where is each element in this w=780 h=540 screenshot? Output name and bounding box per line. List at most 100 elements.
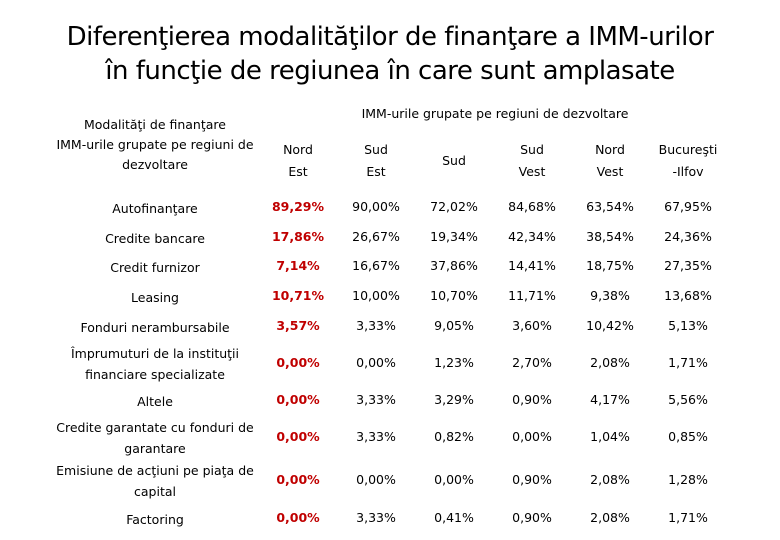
table-cell: 26,67% <box>352 229 400 244</box>
row-label-line: capital <box>134 484 176 499</box>
row-label: Leasing <box>44 287 266 308</box>
table-cell: 3,33% <box>356 429 396 444</box>
row-label: Împrumuturi de la instituţii financiare s… <box>44 343 266 385</box>
table-cell: 24,36% <box>664 229 712 244</box>
table-cell: 0,00% <box>356 472 396 487</box>
table-cell: 4,17% <box>590 392 630 407</box>
table-cell: 1,28% <box>668 472 708 487</box>
row-label-line: garantare <box>124 441 186 456</box>
row-label-line: Autofinanţare <box>112 200 198 216</box>
row-label: Emisiune de acţiuni pe piaţa de capital <box>44 460 266 502</box>
row-label: Credite garantate cu fonduri de garantare <box>44 417 266 459</box>
table-cell: 0,82% <box>434 429 474 444</box>
table-cell: 90,00% <box>352 199 400 214</box>
table-cell: 11,71% <box>508 288 556 303</box>
row-label: Factoring <box>44 509 266 530</box>
column-header-line: Bucureşti <box>658 142 718 157</box>
page-title: Diferenţierea modalităţilor de finanţare… <box>0 20 780 88</box>
region-group-header: IMM-urile grupate pe regiuni de dezvolta… <box>361 106 629 121</box>
table-cell: 1,23% <box>434 355 474 370</box>
table-cell: 1,71% <box>668 355 708 370</box>
column-header: Sud Vest <box>492 139 572 183</box>
table-cell: 2,08% <box>590 355 630 370</box>
row-label-line: Emisiune de acţiuni pe piaţa de <box>56 463 254 478</box>
table-cell: 0,85% <box>668 429 708 444</box>
table-cell: 17,86% <box>271 229 325 244</box>
column-header: Bucureşti -Ilfov <box>648 139 728 183</box>
row-label-line: Credite bancare <box>105 230 205 246</box>
table-cell: 0,00% <box>356 355 396 370</box>
table-cell: 0,00% <box>276 355 320 370</box>
table-cell: 2,08% <box>590 472 630 487</box>
table-cell: 0,00% <box>434 472 474 487</box>
column-header-line: -Ilfov <box>672 164 704 179</box>
table-cell: 19,34% <box>430 229 478 244</box>
table-cell: 3,33% <box>356 318 396 333</box>
column-header-line: Est <box>366 164 386 179</box>
table-cell: 2,70% <box>512 355 552 370</box>
row-label: Autofinanţare <box>44 198 266 219</box>
row-header: Modalităţi de finanţare IMM-urile grupat… <box>40 115 270 175</box>
row-label: Altele <box>44 391 266 412</box>
row-label-line: Altele <box>137 393 173 409</box>
row-label-line: Împrumuturi de la instituţii <box>70 346 240 361</box>
title-line-2: în funcţie de regiunea în care sunt ampl… <box>105 56 675 86</box>
table-cell: 10,71% <box>271 288 325 303</box>
table-cell: 9,38% <box>590 288 630 303</box>
table-cell: 18,75% <box>586 258 634 273</box>
table-cell: 5,13% <box>668 318 708 333</box>
title-line-1: Diferenţierea modalităţilor de finanţare… <box>66 22 714 52</box>
table-cell: 2,08% <box>590 510 630 525</box>
row-header-line-2: IMM-urile grupate pe regiuni de <box>56 137 254 152</box>
table-cell: 37,86% <box>430 258 478 273</box>
table-cell: 5,56% <box>668 392 708 407</box>
table-cell: 3,60% <box>512 318 552 333</box>
table-cell: 10,00% <box>352 288 400 303</box>
table-cell: 0,90% <box>512 472 552 487</box>
column-header-line: Sud <box>520 142 544 157</box>
table-cell: 84,68% <box>508 199 556 214</box>
table-cell: 10,42% <box>586 318 634 333</box>
table-cell: 3,29% <box>434 392 474 407</box>
table-cell: 10,70% <box>430 288 478 303</box>
column-header-line: Nord <box>283 142 313 157</box>
table-cell: 3,33% <box>356 510 396 525</box>
row-label-line: financiare specializate <box>85 367 225 382</box>
column-header: Nord Est <box>258 139 338 183</box>
table-cell: 89,29% <box>271 199 325 214</box>
column-header: Sud Est <box>336 139 416 183</box>
table-cell: 38,54% <box>586 229 634 244</box>
row-header-line-3: dezvoltare <box>122 157 188 172</box>
column-header-line: Vest <box>596 164 624 179</box>
row-label: Fonduri nerambursabile <box>44 317 266 338</box>
row-header-line-1: Modalităţi de finanţare <box>84 117 226 132</box>
column-header-line: Sud <box>442 153 466 168</box>
table-cell: 14,41% <box>508 258 556 273</box>
row-label-line: Credite garantate cu fonduri de <box>56 420 254 435</box>
column-header-line: Vest <box>518 164 546 179</box>
row-label-line: Factoring <box>126 511 184 527</box>
table-cell: 3,33% <box>356 392 396 407</box>
row-label-line: Leasing <box>131 289 179 305</box>
column-header: Sud <box>414 150 494 172</box>
row-label-line: Fonduri nerambursabile <box>80 319 230 335</box>
table-cell: 13,68% <box>664 288 712 303</box>
row-label: Credit furnizor <box>44 257 266 278</box>
table-cell: 1,71% <box>668 510 708 525</box>
column-header: Nord Vest <box>570 139 650 183</box>
row-label: Credite bancare <box>44 228 266 249</box>
table-cell: 0,41% <box>434 510 474 525</box>
column-header-line: Nord <box>595 142 625 157</box>
table-cell: 0,00% <box>276 392 320 407</box>
table-cell: 0,90% <box>512 510 552 525</box>
table-cell: 0,90% <box>512 392 552 407</box>
table-cell: 9,05% <box>434 318 474 333</box>
table-cell: 3,57% <box>276 318 320 333</box>
table-cell: 16,67% <box>352 258 400 273</box>
table-cell: 0,00% <box>276 510 320 525</box>
table-cell: 42,34% <box>508 229 556 244</box>
table-cell: 72,02% <box>430 199 478 214</box>
column-header-line: Sud <box>364 142 388 157</box>
table-cell: 27,35% <box>664 258 712 273</box>
table-cell: 63,54% <box>586 199 634 214</box>
